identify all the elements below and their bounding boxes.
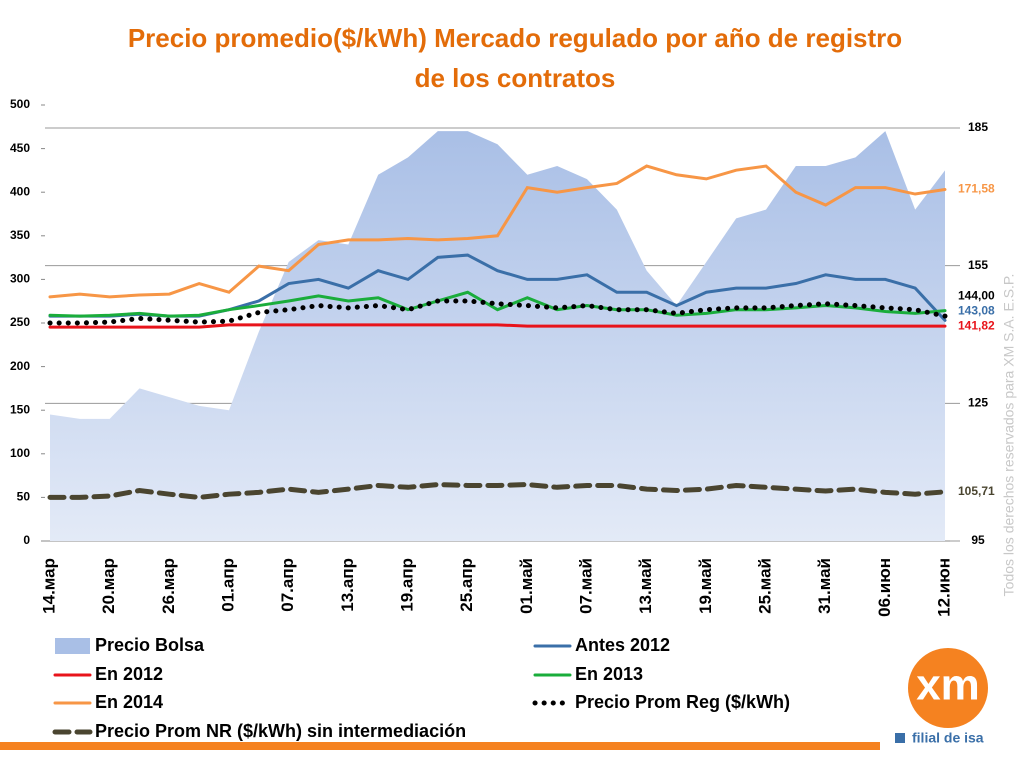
y2-tick-label: 125: [968, 395, 988, 409]
logo-tagline: filial de isa: [912, 730, 984, 746]
y-tick-label: 0: [23, 533, 30, 547]
logo-circle: [908, 648, 988, 728]
data-label: 105,71: [958, 484, 995, 498]
y-tick-label: 350: [10, 228, 30, 242]
legend-label: En 2014: [95, 692, 163, 712]
legend-label: Precio Prom NR ($/kWh) sin intermediació…: [95, 721, 466, 741]
x-tick-label: 26.мар: [159, 558, 178, 614]
y2-tick-label: 185: [968, 120, 988, 134]
legend-label: En 2013: [575, 664, 643, 684]
x-tick-label: 13.апр: [338, 558, 357, 612]
legend-label: Precio Bolsa: [95, 635, 205, 655]
line: [48, 164, 947, 299]
y-tick-label: 200: [10, 359, 30, 373]
y2-tick-label: 95: [971, 533, 985, 547]
x-tick-label: 06.июн: [875, 558, 894, 617]
logo-icon: [895, 733, 905, 743]
y-tick-label: 300: [10, 272, 30, 286]
y-tick-label: 250: [10, 315, 30, 329]
x-tick-label: 07.апр: [278, 558, 297, 612]
data-label: 144,00: [958, 288, 995, 302]
y-tick-label: 50: [17, 490, 31, 504]
x-tick-label: 01.май: [517, 558, 536, 614]
y-tick-label: 450: [10, 141, 30, 155]
y-tick-label: 100: [10, 446, 30, 460]
x-tick-label: 13.май: [636, 558, 655, 614]
legend-swatch: [55, 638, 90, 654]
legend-label: En 2012: [95, 664, 163, 684]
x-tick-label: 19.апр: [397, 558, 416, 612]
watermark: Todos los derechos reservados para XM S.…: [1001, 274, 1017, 597]
logo-brand: xm: [916, 661, 980, 710]
x-tick-label: 14.мар: [39, 558, 58, 614]
data-label: 141,82: [958, 318, 995, 332]
x-tick-label: 25.май: [755, 558, 774, 614]
y-tick-label: 150: [10, 402, 30, 416]
footer-bar: [0, 742, 880, 750]
x-tick-label: 25.апр: [457, 558, 476, 612]
legend-label: Precio Prom Reg ($/kWh): [575, 692, 790, 712]
x-tick-label: 20.мар: [99, 558, 118, 614]
y-tick-label: 500: [10, 97, 30, 111]
area: [50, 131, 945, 541]
chart-title: de los contratos: [415, 63, 616, 93]
chart-title: Precio promedio($/kWh) Mercado regulado …: [128, 23, 902, 53]
data-label: 171,58: [958, 182, 995, 196]
y2-tick-label: 155: [968, 258, 988, 272]
x-tick-label: 31.май: [815, 558, 834, 614]
line: [48, 323, 947, 329]
x-tick-label: 19.май: [696, 558, 715, 614]
x-tick-label: 12.июн: [934, 558, 953, 617]
data-label: 143,08: [958, 303, 995, 317]
x-tick-label: 07.май: [576, 558, 595, 614]
line: [48, 290, 947, 318]
legend-label: Antes 2012: [575, 635, 670, 655]
x-tick-label: 01.апр: [218, 558, 237, 612]
y-tick-label: 400: [10, 184, 30, 198]
line: [47, 482, 948, 500]
